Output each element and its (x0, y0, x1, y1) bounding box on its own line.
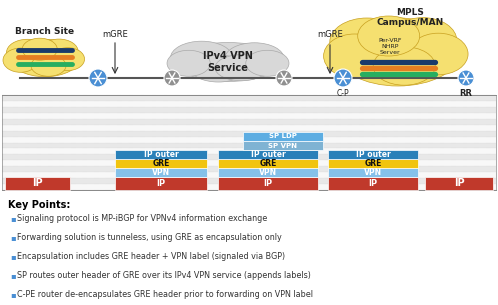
Text: ▪: ▪ (10, 271, 15, 280)
Bar (243, 132, 323, 141)
Ellipse shape (10, 39, 80, 77)
Text: C-P: C-P (337, 89, 349, 98)
Bar (2, 113, 496, 119)
Bar (2, 184, 496, 190)
Bar (243, 141, 323, 150)
Text: IPv4 VPN
Service: IPv4 VPN Service (203, 51, 253, 73)
Text: GRE: GRE (365, 159, 381, 168)
Bar (328, 150, 418, 159)
Ellipse shape (40, 39, 78, 65)
Circle shape (276, 70, 292, 86)
Bar (218, 159, 318, 168)
Text: SP routes outer header of GRE over its IPv4 VPN service (appends labels): SP routes outer header of GRE over its I… (17, 271, 311, 280)
Bar (2, 160, 496, 166)
Ellipse shape (336, 18, 460, 86)
Text: IP: IP (369, 179, 377, 188)
Ellipse shape (408, 33, 468, 75)
Bar (2, 107, 496, 113)
Circle shape (89, 69, 107, 87)
Text: IP outer: IP outer (356, 150, 390, 159)
Bar (2, 149, 496, 154)
Text: VPN: VPN (152, 168, 170, 177)
Bar (115, 150, 207, 159)
Text: VPN: VPN (259, 168, 277, 177)
Text: IP: IP (156, 179, 165, 188)
Ellipse shape (51, 48, 85, 70)
Text: GRE: GRE (259, 159, 277, 168)
Bar (2, 125, 496, 131)
Ellipse shape (31, 55, 66, 76)
Bar (2, 95, 496, 101)
Text: Key Points:: Key Points: (8, 200, 70, 210)
Bar (2, 154, 496, 160)
Text: SP VPN: SP VPN (268, 142, 297, 149)
Bar (2, 172, 496, 178)
Bar (2, 137, 496, 142)
Text: SP LDP: SP LDP (269, 134, 297, 139)
Text: IP: IP (454, 178, 464, 188)
Ellipse shape (389, 18, 457, 64)
Text: Encapsulation includes GRE header + VPN label (signaled via BGP): Encapsulation includes GRE header + VPN … (17, 252, 285, 261)
Text: ▪: ▪ (10, 252, 15, 261)
Ellipse shape (225, 43, 284, 75)
Bar (425, 177, 493, 190)
Circle shape (164, 70, 180, 86)
Ellipse shape (358, 16, 420, 56)
Ellipse shape (324, 34, 385, 78)
Text: mGRE: mGRE (102, 30, 128, 39)
Bar (115, 177, 207, 190)
Text: Branch Site: Branch Site (15, 27, 75, 36)
Text: VPN: VPN (364, 168, 382, 177)
Ellipse shape (330, 18, 404, 66)
Ellipse shape (215, 55, 268, 81)
Ellipse shape (170, 41, 233, 75)
Ellipse shape (6, 39, 48, 66)
Circle shape (458, 70, 474, 86)
Ellipse shape (373, 47, 435, 85)
Text: ▪: ▪ (10, 233, 15, 242)
Ellipse shape (191, 55, 246, 82)
Text: GRE: GRE (152, 159, 170, 168)
Text: ▪: ▪ (10, 214, 15, 223)
Bar (2, 142, 496, 149)
Bar (218, 150, 318, 159)
Text: RR: RR (460, 89, 473, 98)
Bar (218, 177, 318, 190)
Text: IP: IP (32, 178, 43, 188)
Bar (5, 177, 70, 190)
Bar (2, 101, 496, 107)
Text: IP outer: IP outer (143, 150, 178, 159)
Bar (328, 177, 418, 190)
Bar (2, 131, 496, 137)
Text: MPLS
Campus/MAN: MPLS Campus/MAN (376, 8, 444, 27)
Bar (115, 159, 207, 168)
Circle shape (334, 69, 352, 87)
Bar (115, 168, 207, 177)
Text: Per-VRF
NHRP
Server: Per-VRF NHRP Server (378, 38, 402, 55)
Bar (218, 168, 318, 177)
Bar (2, 166, 496, 172)
Ellipse shape (167, 50, 210, 76)
Text: ▪: ▪ (10, 290, 15, 299)
Bar (2, 119, 496, 125)
Text: mGRE: mGRE (317, 30, 343, 39)
Ellipse shape (22, 38, 57, 60)
Text: IP outer: IP outer (250, 150, 285, 159)
Ellipse shape (246, 50, 289, 76)
Text: IP: IP (263, 179, 272, 188)
Bar (2, 178, 496, 184)
Text: Forwarding solution is tunneless, using GRE as encapsulation only: Forwarding solution is tunneless, using … (17, 233, 282, 242)
Bar (328, 159, 418, 168)
Text: Signaling protocol is MP-iBGP for VPNv4 information exchange: Signaling protocol is MP-iBGP for VPNv4 … (17, 214, 267, 223)
Ellipse shape (3, 48, 38, 72)
Bar (328, 168, 418, 177)
Ellipse shape (175, 42, 281, 81)
Text: C-PE router de-encapsulates GRE header prior to forwarding on VPN label: C-PE router de-encapsulates GRE header p… (17, 290, 313, 299)
